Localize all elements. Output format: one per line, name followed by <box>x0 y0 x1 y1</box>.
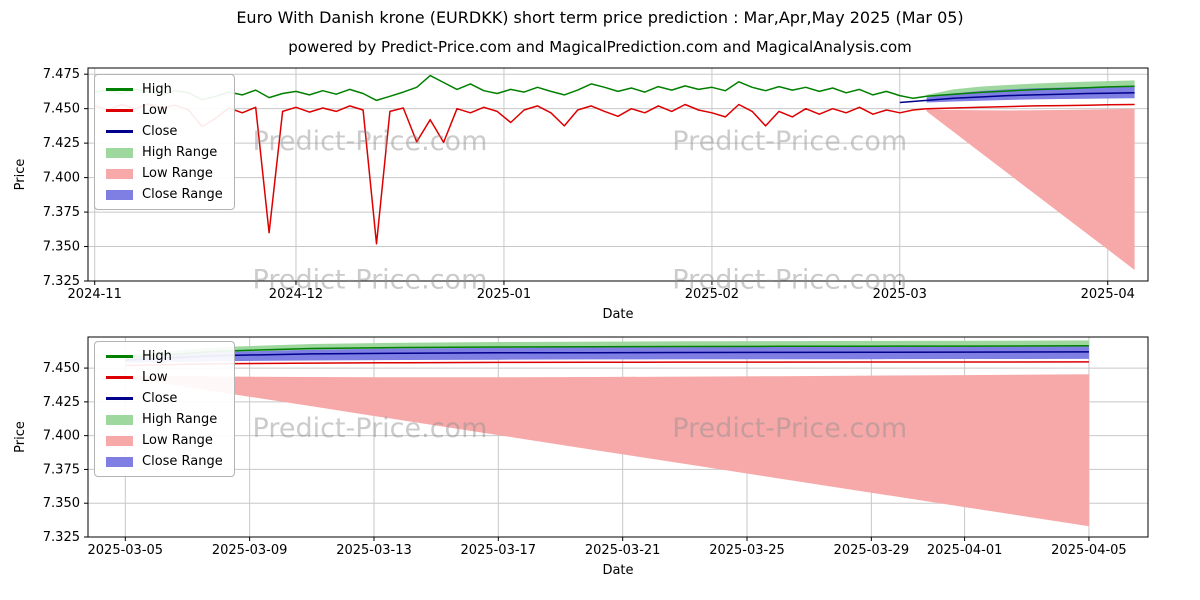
legend-label-close-range: Close Range <box>142 454 223 469</box>
series-lines <box>125 345 1089 367</box>
legend-label-close: Close <box>142 391 178 406</box>
low-line-swatch <box>106 109 133 112</box>
y-tick-label: 7.400 <box>43 429 80 444</box>
bottom-chart-canvas: 2025-03-05 2025-03-09 2025-03-13 2025-03-17… <box>13 336 1149 578</box>
watermark-text: Predict-Price.com <box>253 126 488 157</box>
x-tick-label: 2025-04-01 <box>927 543 1003 558</box>
series-close-line <box>125 351 1089 361</box>
x-tick-label: 2025-03-13 <box>336 543 412 558</box>
axis-ticks: 2025-03-05 2025-03-09 2025-03-13 2025-03-17… <box>43 361 1127 558</box>
y-tick-label: 7.425 <box>43 395 80 410</box>
y-tick-label: 7.425 <box>43 136 80 151</box>
y-tick-label: 7.350 <box>43 496 80 511</box>
y-tick-label: 7.400 <box>43 171 80 186</box>
legend-label-high-range: High Range <box>142 145 218 160</box>
legend-label-low: Low <box>142 370 168 385</box>
series-low-line <box>125 361 1089 367</box>
low-range-band-swatch <box>106 435 133 446</box>
legend-label-low-range: Low Range <box>142 433 213 448</box>
y-tick-label: 7.325 <box>43 274 80 289</box>
x-tick-label: 2025-03-25 <box>709 543 785 558</box>
x-tick-label: 2025-02 <box>685 287 739 302</box>
series-high-line <box>94 74 1135 102</box>
x-axis-label: Date <box>602 563 633 578</box>
close-line-swatch <box>106 397 133 400</box>
legend-label-close-range: Close Range <box>142 187 223 202</box>
x-tick-label: 2025-04-05 <box>1051 543 1127 558</box>
y-tick-label: 7.350 <box>43 240 80 255</box>
x-tick-label: 2025-03-29 <box>834 543 910 558</box>
y-axis-label: Price <box>13 421 28 453</box>
plot-border <box>87 67 1149 282</box>
close-range-band-swatch <box>106 456 133 467</box>
low-line-swatch <box>106 376 133 379</box>
band-close_range <box>125 346 1089 363</box>
bottom-chart-legend: High Low Close High Range Low Range Clos… <box>94 341 235 477</box>
legend-item-close-range: Close Range <box>106 454 223 469</box>
legend-item-close: Close <box>106 391 223 406</box>
legend-item-close: Close <box>106 124 223 139</box>
x-tick-label: 2024-12 <box>269 287 323 302</box>
figure-subtitle: powered by Predict-Price.com and Magical… <box>288 38 912 56</box>
y-tick-label: 7.475 <box>43 67 80 82</box>
y-tick-label: 7.450 <box>43 102 80 117</box>
series-high-line <box>125 345 1089 359</box>
legend-item-low: Low <box>106 103 223 118</box>
x-tick-label: 2025-03-09 <box>212 543 288 558</box>
high-range-band-swatch <box>106 414 133 425</box>
axis-ticks: 2024-11 2024-12 2025-01 2025-02 2025-03 2025-… <box>43 67 1135 302</box>
low-range-band-swatch <box>106 168 133 179</box>
series-close-line <box>899 92 1135 104</box>
legend-label-low: Low <box>142 103 168 118</box>
y-tick-label: 7.450 <box>43 361 80 376</box>
legend-label-high-range: High Range <box>142 412 218 427</box>
legend-item-high-range: High Range <box>106 145 223 160</box>
x-axis-label: Date <box>602 307 633 322</box>
y-tick-label: 7.325 <box>43 530 80 545</box>
legend-label-close: Close <box>142 124 178 139</box>
x-tick-label: 2024-11 <box>68 287 122 302</box>
legend-label-high: High <box>142 349 172 364</box>
x-tick-label: 2025-03-05 <box>88 543 164 558</box>
x-tick-label: 2025-03-21 <box>585 543 661 558</box>
watermark-text: Predict-Price.com <box>253 264 488 295</box>
legend-item-close-range: Close Range <box>106 187 223 202</box>
high-line-swatch <box>106 88 133 91</box>
x-tick-label: 2025-01 <box>477 287 531 302</box>
plot-border <box>87 336 1149 538</box>
watermark-text: Predict-Price.com <box>672 126 907 157</box>
x-tick-label: 2025-03 <box>873 287 927 302</box>
legend-item-high: High <box>106 82 223 97</box>
x-tick-label: 2025-03-17 <box>461 543 537 558</box>
series-low-line <box>94 103 1135 245</box>
watermark-text: Predict-Price.com <box>672 413 907 444</box>
y-tick-label: 7.375 <box>43 205 80 220</box>
legend-item-high-range: High Range <box>106 412 223 427</box>
legend-label-high: High <box>142 82 172 97</box>
band-low_range <box>926 108 1135 270</box>
close-range-band-swatch <box>106 189 133 200</box>
legend-label-low-range: Low Range <box>142 166 213 181</box>
legend-item-high: High <box>106 349 223 364</box>
series-lines <box>94 74 1135 245</box>
watermark-text: Predict-Price.com <box>672 264 907 295</box>
y-tick-label: 7.375 <box>43 462 80 477</box>
legend-item-low: Low <box>106 370 223 385</box>
high-line-swatch <box>106 355 133 358</box>
figure-title: Euro With Danish krone (EURDKK) short te… <box>236 8 964 27</box>
legend-item-low-range: Low Range <box>106 433 223 448</box>
high-range-band-swatch <box>106 147 133 158</box>
band-low_range <box>125 374 1089 527</box>
prediction-bands <box>125 340 1089 527</box>
top-chart-legend: High Low Close High Range Low Range Clos… <box>94 74 235 210</box>
watermark-text: Predict-Price.com <box>253 413 488 444</box>
y-axis-label: Price <box>13 159 28 191</box>
legend-item-low-range: Low Range <box>106 166 223 181</box>
top-chart-canvas: 2024-11 2024-12 2025-01 2025-02 2025-03 2025-… <box>13 67 1149 322</box>
x-tick-label: 2025-04 <box>1081 287 1135 302</box>
close-line-swatch <box>106 130 133 133</box>
